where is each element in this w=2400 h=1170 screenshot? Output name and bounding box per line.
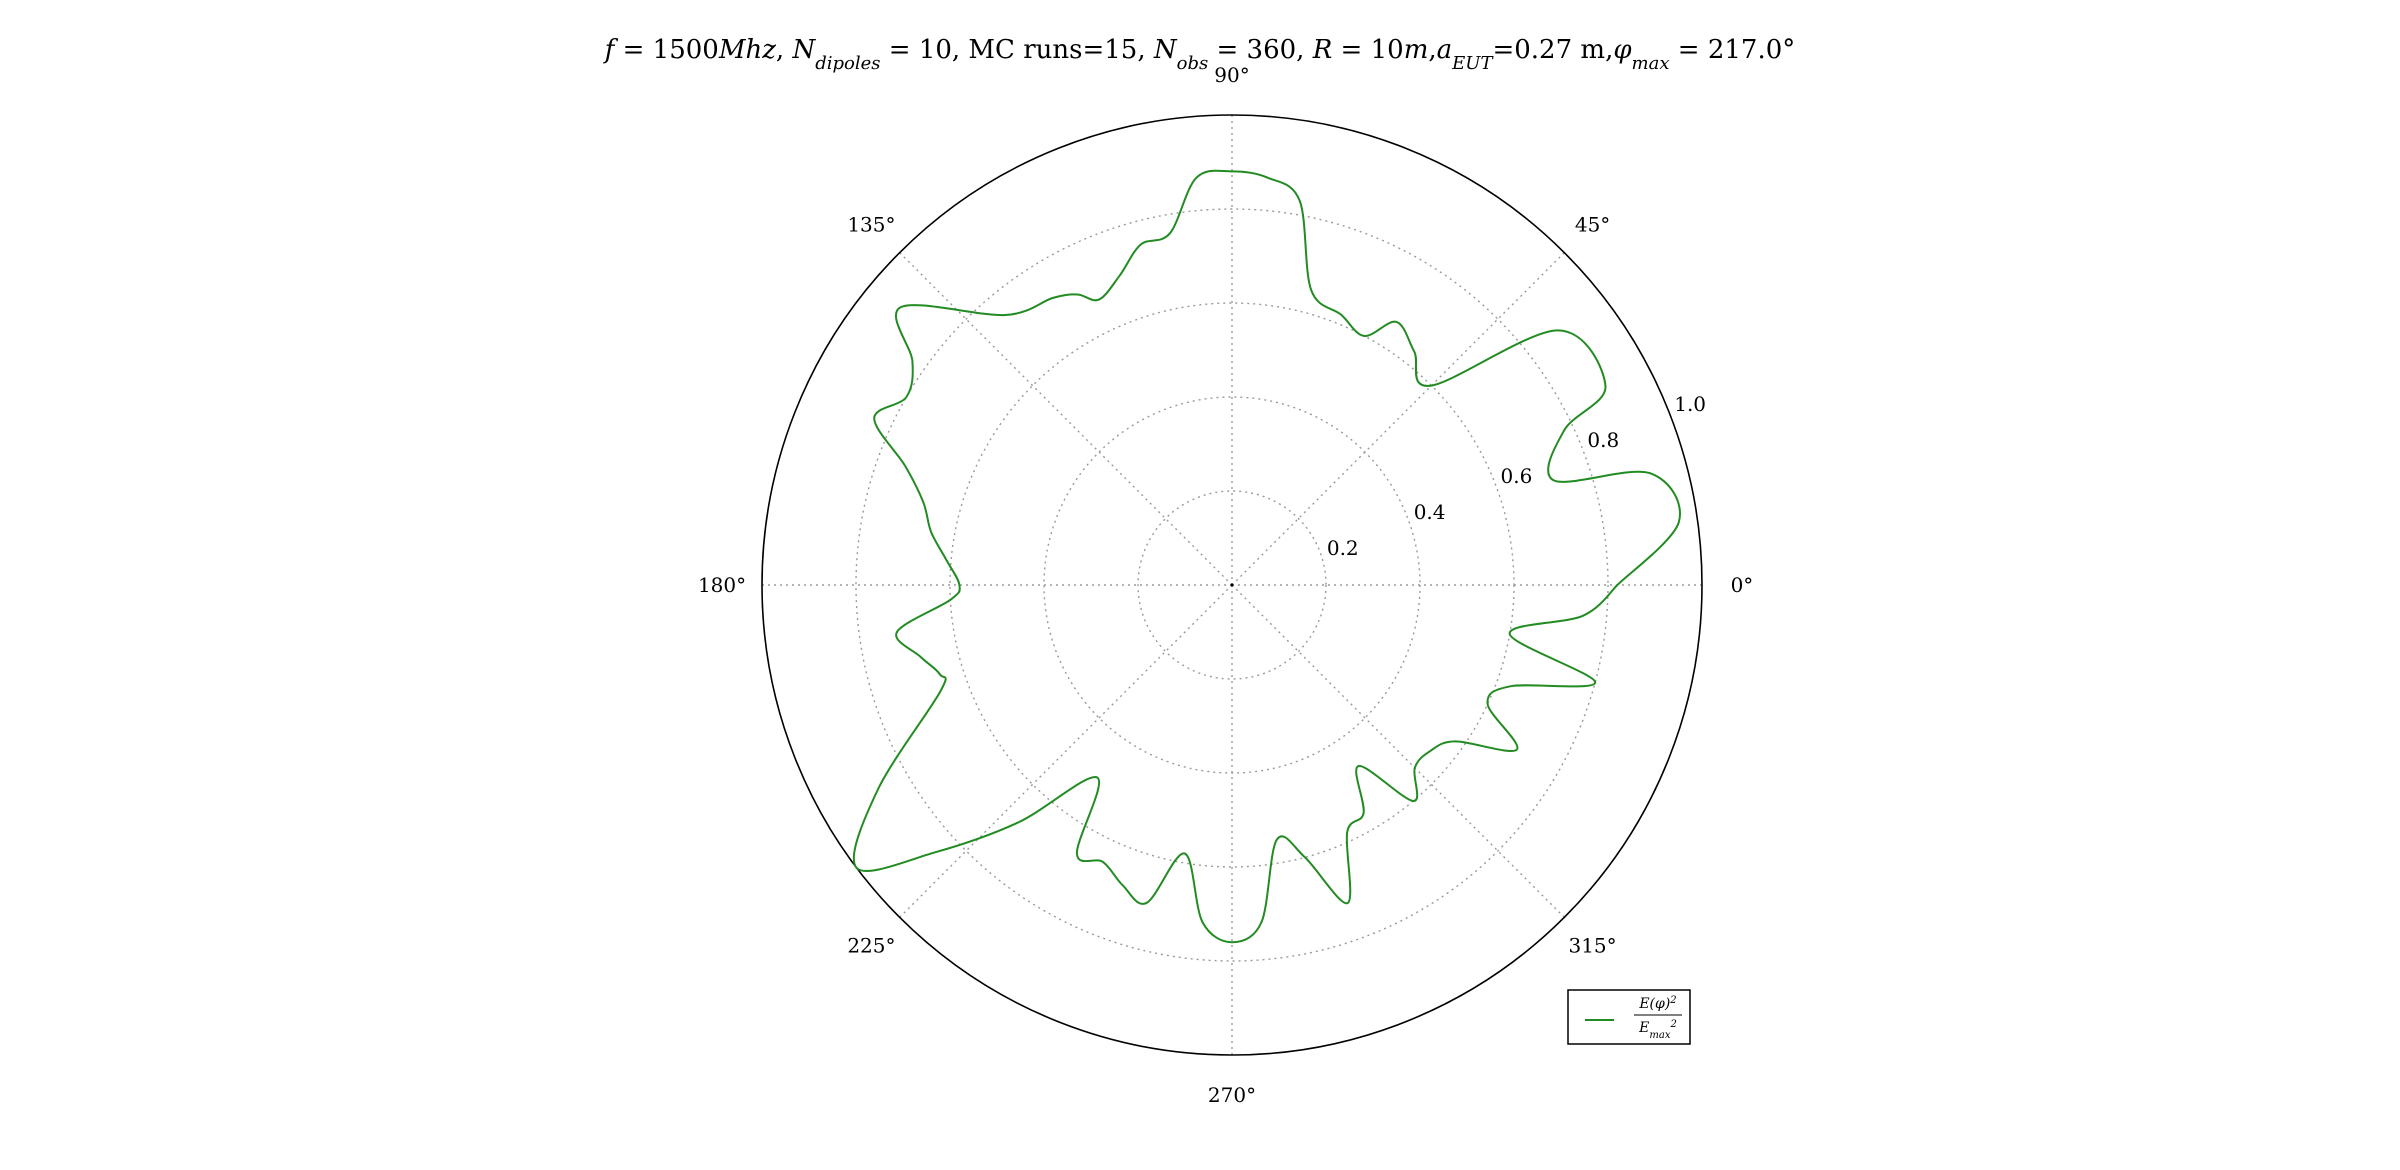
text-part-17: φ [1613,35,1632,65]
angular-gridline [1232,253,1564,585]
chart-title: f = 1500Mhz, Ndipoles = 10, MC runs=15, … [603,35,1796,74]
text-part-15: EUT [1451,53,1494,74]
radial-tick-label: 0.6 [1501,464,1533,488]
radial-tick-label: 0.2 [1327,536,1359,560]
text-part-1: = 1500 [614,35,718,65]
text-part-2: Mhz [718,35,776,65]
text-part-9: = 360, [1208,35,1312,65]
origin-dot [1231,584,1234,587]
text-part-8: obs [1177,53,1209,74]
text-part-7: N [1153,35,1178,65]
text-part-4: N [791,35,816,65]
angular-tick-label: 90° [1214,63,1249,87]
text-part-0: E(φ) [1638,996,1670,1012]
text-part-19: = 217.0° [1670,35,1796,65]
radial-tick-label: 0.4 [1414,500,1446,524]
text-part-13: , [1428,35,1436,65]
text-part-16: =0.27 m, [1492,35,1613,65]
angular-tick-label: 0° [1731,573,1754,597]
text-part-1: max [1649,1030,1670,1041]
text-part-2: 2 [1669,1019,1676,1030]
angular-gridline [900,253,1232,585]
angular-tick-label: 180° [698,573,746,597]
angular-tick-label: 270° [1208,1083,1256,1107]
angular-tick-label: 225° [847,934,895,958]
text-part-10: R [1312,35,1333,65]
series-line [854,171,1680,943]
text-part-18: max [1632,53,1670,74]
angular-tick-label: 135° [847,212,895,236]
radial-tick-label: 0.8 [1587,428,1619,452]
text-part-6: = 10, MC runs=15, [881,35,1154,65]
angular-tick-label: 315° [1568,934,1616,958]
text-part-0: E [1638,1020,1649,1036]
radial-tick-label: 1.0 [1674,392,1706,416]
text-part-1: 2 [1669,995,1676,1006]
text-part-5: dipoles [815,53,880,74]
text-part-12: m [1404,35,1429,65]
text-part-14: a [1437,35,1453,65]
text-part-11: = 10 [1332,35,1403,65]
angular-tick-label: 45° [1575,212,1610,236]
text-part-3: , [776,35,793,65]
series-layer [854,171,1680,943]
angular-gridline [900,585,1232,917]
